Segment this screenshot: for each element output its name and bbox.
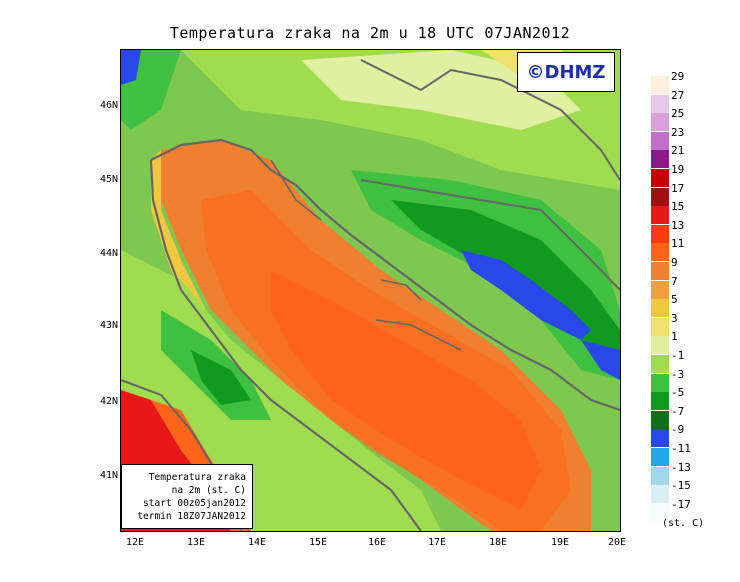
legend-swatch	[651, 280, 669, 299]
legend-swatch	[651, 224, 669, 243]
x-tick-label: 18E	[488, 537, 508, 548]
legend-label: 1	[671, 330, 678, 344]
legend-swatch	[651, 262, 669, 280]
legend-swatch	[651, 206, 669, 225]
y-tick-label: 46N	[99, 100, 118, 111]
legend-swatch	[651, 150, 669, 169]
legend-swatch	[651, 355, 669, 373]
legend-label: -7	[671, 404, 685, 418]
legend-label: -1	[671, 349, 685, 362]
legend-label: 21	[671, 144, 685, 158]
map-title: Temperatura zraka na 2m u 18 UTC 07JAN20…	[169, 24, 571, 42]
info-line: termin 18Z07JAN2012	[137, 511, 246, 522]
legend-label: -5	[671, 386, 685, 400]
y-tick-label: 45N	[99, 174, 118, 185]
legend-swatch	[651, 131, 669, 150]
legend-label: 25	[671, 107, 685, 121]
x-tick-label: 16E	[367, 537, 387, 548]
legend-label: 11	[671, 237, 685, 251]
y-tick-label: 42N	[99, 396, 118, 407]
y-tick-label: 43N	[99, 320, 118, 331]
legend-label: -3	[671, 367, 685, 381]
legend-swatch	[651, 336, 669, 355]
legend-swatch	[651, 299, 669, 318]
info-line: start 00z05jan2012	[143, 498, 246, 509]
legend-label: 29	[671, 70, 685, 83]
legend-swatch	[651, 94, 669, 113]
legend-label: 17	[671, 181, 685, 195]
legend-label: -13	[671, 460, 691, 474]
info-box: Temperatura zraka na 2m (st. C) start 00…	[121, 464, 253, 529]
legend-unit: (st. C)	[662, 518, 705, 529]
legend-swatch	[651, 113, 669, 132]
x-tick-label: 13E	[186, 537, 206, 548]
legend-swatch	[651, 76, 669, 94]
legend-swatch	[651, 410, 669, 429]
legend-swatch	[651, 503, 669, 522]
legend-swatch	[651, 317, 669, 336]
info-line: na 2m (st. C)	[171, 485, 246, 496]
x-tick-label: 12E	[125, 537, 145, 548]
legend-label: -17	[671, 497, 691, 511]
legend-swatch	[651, 187, 669, 206]
x-tick-label: 17E	[427, 537, 447, 548]
legend-label: 9	[671, 256, 678, 269]
legend-label: 3	[671, 311, 678, 325]
legend-label: -11	[671, 442, 691, 455]
info-line: Temperatura zraka	[148, 472, 246, 483]
legend-label: -9	[671, 423, 685, 437]
temperature-field	[121, 50, 620, 531]
legend-label: 7	[671, 274, 678, 288]
legend-swatch	[651, 169, 669, 187]
legend-swatch	[651, 466, 669, 485]
dhmz-logo: ©DHMZ	[517, 52, 615, 92]
x-tick-label: 20E	[607, 537, 627, 548]
x-tick-label: 15E	[308, 537, 328, 548]
legend-label: 15	[671, 200, 685, 214]
legend-label: 5	[671, 293, 678, 307]
legend-swatch	[651, 243, 669, 262]
legend-label: 13	[671, 218, 685, 232]
temperature-map	[120, 49, 621, 532]
y-tick-label: 44N	[99, 248, 118, 259]
legend-label: 23	[671, 125, 685, 139]
legend-label: 19	[671, 163, 685, 176]
legend-swatch	[651, 373, 669, 392]
y-tick-label: 41N	[99, 470, 118, 481]
x-tick-label: 14E	[247, 537, 267, 548]
legend-label: -15	[671, 479, 691, 493]
legend-swatch	[651, 429, 669, 448]
legend-swatch	[651, 485, 669, 504]
legend-swatch	[651, 448, 669, 466]
legend-swatch	[651, 392, 669, 411]
legend-label: 27	[671, 88, 685, 102]
x-tick-label: 19E	[550, 537, 570, 548]
